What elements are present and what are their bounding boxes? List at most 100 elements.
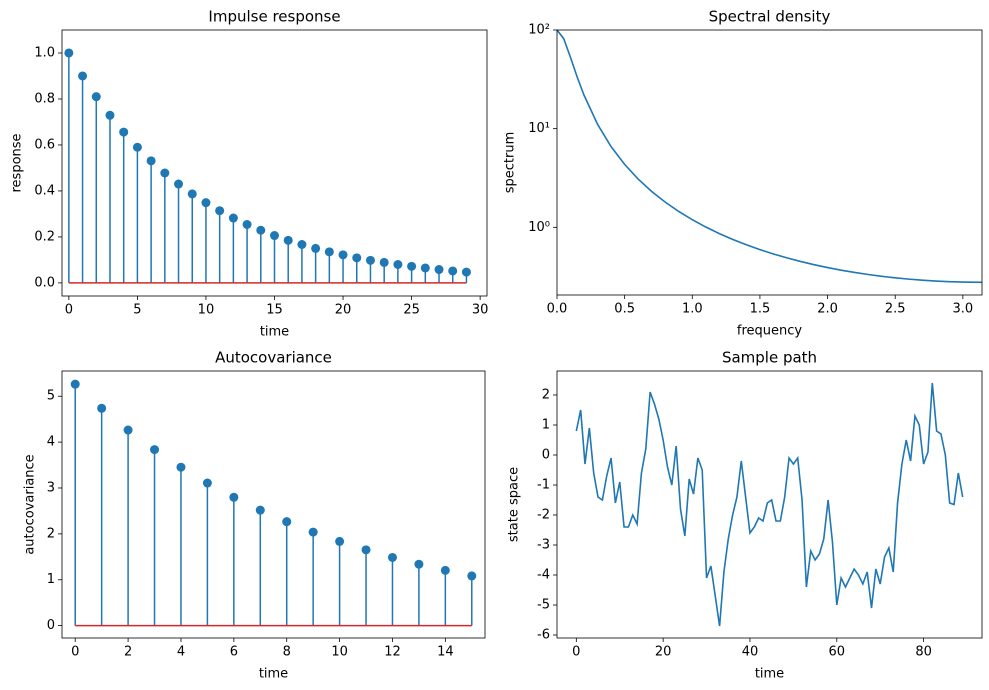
y-axis-label: response xyxy=(10,133,25,192)
stem-marker xyxy=(215,206,225,216)
y-tick-label: 0 xyxy=(542,448,550,463)
x-tick-label: 8 xyxy=(283,645,291,660)
x-tick-label: 3.0 xyxy=(953,302,974,317)
stem-marker xyxy=(91,92,101,102)
stem-marker xyxy=(448,266,458,276)
stem-marker xyxy=(228,213,238,223)
y-tick-label: 0 xyxy=(47,618,55,633)
x-tick-label: 30 xyxy=(472,303,489,318)
x-tick-label: 40 xyxy=(742,645,759,660)
stem-marker xyxy=(176,462,186,472)
x-tick-label: 4 xyxy=(177,645,185,660)
stem-marker xyxy=(78,71,88,81)
subplot-title: Spectral density xyxy=(709,8,831,26)
stem-marker xyxy=(361,545,371,555)
x-tick-label: 15 xyxy=(266,303,283,318)
stem-marker xyxy=(352,253,362,263)
x-axis-label: frequency xyxy=(737,324,803,339)
stem-marker xyxy=(70,379,80,389)
stem-marker xyxy=(64,48,74,58)
stem-marker xyxy=(270,231,279,241)
stem-marker xyxy=(467,571,477,581)
y-tick-label: 4 xyxy=(47,435,55,450)
x-tick-label: 0 xyxy=(71,645,79,660)
stem-marker xyxy=(97,403,107,413)
x-tick-label: 20 xyxy=(335,303,352,318)
x-axis-label: time xyxy=(260,325,289,340)
stem-marker xyxy=(187,189,197,199)
x-tick-label: 6 xyxy=(230,645,238,660)
x-tick-label: 2 xyxy=(124,645,132,660)
subplot: Impulse response time response 0 5 10 15 20 25 30… xyxy=(10,8,489,340)
y-tick-label: 0.8 xyxy=(34,91,55,106)
x-tick-label: 20 xyxy=(655,645,672,660)
stem-marker xyxy=(105,110,115,120)
stem-marker xyxy=(202,478,212,488)
stem-marker xyxy=(365,255,375,265)
axes-frame xyxy=(61,29,488,297)
stem-marker xyxy=(174,179,184,189)
data-line xyxy=(556,29,983,284)
y-tick-label: 10⁰ xyxy=(528,220,550,235)
subplot-title: Sample path xyxy=(722,349,817,367)
stem-marker xyxy=(201,198,211,208)
stem-marker xyxy=(311,243,321,253)
stem-marker xyxy=(338,250,348,260)
stem-marker xyxy=(335,536,345,546)
x-tick-label: 0.5 xyxy=(614,302,635,317)
axes-frame xyxy=(61,370,486,639)
stem-marker xyxy=(393,260,403,270)
y-tick-label: 10¹ xyxy=(528,121,550,136)
x-tick-label: 2.0 xyxy=(817,302,838,317)
stem-marker xyxy=(256,225,266,235)
y-axis-label: autocovariance xyxy=(23,454,38,554)
y-tick-label: 0.4 xyxy=(34,183,55,198)
x-tick-label: 0.0 xyxy=(547,302,568,317)
y-axis-label: state space xyxy=(507,467,522,542)
y-tick-label: 5 xyxy=(47,389,55,404)
x-tick-label: 10 xyxy=(198,303,215,318)
y-tick-label: -5 xyxy=(537,598,550,613)
x-axis-label: time xyxy=(755,667,784,682)
y-tick-label: -4 xyxy=(537,568,550,583)
stem-marker xyxy=(119,127,129,137)
stem-marker xyxy=(132,142,142,152)
stem-marker xyxy=(146,156,156,166)
y-tick-label: -3 xyxy=(537,538,550,553)
stem-marker xyxy=(308,527,318,537)
x-tick-label: 5 xyxy=(133,303,141,318)
x-tick-label: 10 xyxy=(331,645,348,660)
y-tick-label: 1 xyxy=(47,572,55,587)
x-axis-label: time xyxy=(259,667,288,682)
x-tick-label: 60 xyxy=(829,645,846,660)
y-tick-label: 0.0 xyxy=(34,275,55,290)
x-tick-label: 25 xyxy=(403,303,420,318)
x-tick-label: 12 xyxy=(384,645,401,660)
stem-marker xyxy=(255,505,265,515)
x-tick-label: 0 xyxy=(572,645,580,660)
subplot-title: Autocovariance xyxy=(215,349,332,367)
y-tick-label: 10² xyxy=(528,23,550,38)
y-tick-label: 3 xyxy=(47,480,55,495)
x-tick-label: 1.0 xyxy=(682,302,703,317)
stem-marker xyxy=(420,263,430,273)
stem-marker xyxy=(282,517,292,527)
subplot: Spectral density frequency spectrum 0.0 0.5 1… xyxy=(503,8,983,339)
x-tick-label: 0 xyxy=(65,303,73,318)
stem-marker xyxy=(283,235,293,245)
stem-marker xyxy=(407,261,417,271)
y-tick-label: 1 xyxy=(542,418,550,433)
x-tick-label: 14 xyxy=(437,645,454,660)
axes-frame xyxy=(556,29,983,296)
data-line xyxy=(575,382,964,627)
stem-marker xyxy=(123,425,133,435)
stem-marker xyxy=(461,267,471,277)
stem-marker xyxy=(160,168,170,178)
stem-marker xyxy=(242,219,252,229)
stem-marker xyxy=(229,492,239,502)
stem-marker xyxy=(440,565,450,575)
y-tick-label: 0.6 xyxy=(34,137,55,152)
